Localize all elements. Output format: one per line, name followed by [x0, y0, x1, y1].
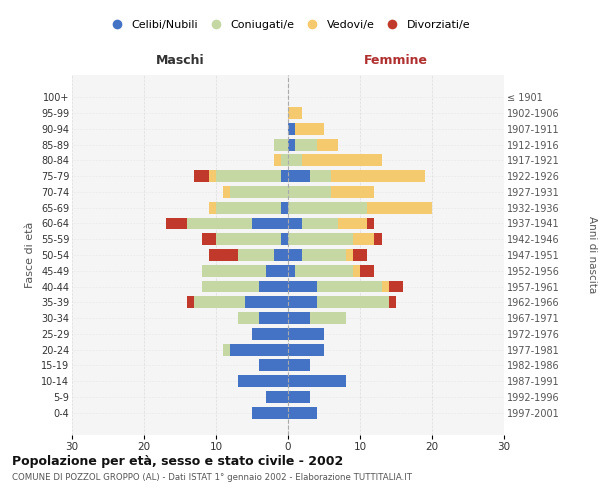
Text: Femmine: Femmine — [364, 54, 428, 68]
Bar — [288, 280, 317, 292]
Bar — [238, 312, 259, 324]
Bar — [288, 202, 367, 213]
Bar — [266, 391, 288, 403]
Bar — [310, 312, 346, 324]
Bar — [288, 360, 310, 372]
Bar — [288, 186, 331, 198]
Bar — [295, 265, 353, 276]
Bar — [274, 249, 288, 261]
Bar — [202, 234, 216, 245]
Bar — [288, 138, 295, 150]
Bar — [288, 265, 295, 276]
Bar — [346, 249, 353, 261]
Bar — [281, 202, 288, 213]
Bar — [288, 344, 324, 355]
Bar — [288, 376, 346, 387]
Bar — [288, 154, 302, 166]
Bar — [281, 154, 288, 166]
Bar — [209, 249, 238, 261]
Bar — [331, 170, 425, 182]
Bar — [374, 234, 382, 245]
Bar — [259, 280, 288, 292]
Bar — [389, 296, 396, 308]
Bar — [288, 296, 317, 308]
Bar — [238, 249, 274, 261]
Bar — [288, 328, 324, 340]
Bar — [353, 265, 360, 276]
Text: Maschi: Maschi — [155, 54, 205, 68]
Bar — [216, 234, 281, 245]
Bar — [252, 407, 288, 418]
Bar — [302, 249, 346, 261]
Bar — [360, 265, 374, 276]
Bar — [338, 218, 367, 230]
Bar — [288, 218, 302, 230]
Bar — [281, 170, 288, 182]
Bar — [194, 296, 245, 308]
Bar — [302, 154, 382, 166]
Bar — [223, 344, 230, 355]
Bar — [317, 296, 389, 308]
Bar — [281, 234, 288, 245]
Bar — [288, 391, 310, 403]
Bar — [331, 186, 374, 198]
Text: COMUNE DI POZZOL GROPPO (AL) - Dati ISTAT 1° gennaio 2002 - Elaborazione TUTTITA: COMUNE DI POZZOL GROPPO (AL) - Dati ISTA… — [12, 472, 412, 482]
Bar — [295, 123, 324, 134]
Bar — [194, 170, 209, 182]
Bar — [252, 328, 288, 340]
Bar — [310, 170, 331, 182]
Bar — [288, 312, 310, 324]
Bar — [302, 218, 338, 230]
Bar — [317, 138, 338, 150]
Bar — [166, 218, 187, 230]
Bar — [202, 265, 266, 276]
Bar — [252, 218, 288, 230]
Bar — [295, 138, 317, 150]
Bar — [230, 186, 288, 198]
Bar — [288, 123, 295, 134]
Bar — [274, 154, 281, 166]
Bar — [288, 407, 317, 418]
Bar — [216, 202, 281, 213]
Bar — [288, 107, 302, 119]
Bar — [367, 218, 374, 230]
Bar — [353, 249, 367, 261]
Bar — [209, 170, 216, 182]
Bar — [187, 218, 252, 230]
Bar — [367, 202, 432, 213]
Bar — [259, 312, 288, 324]
Bar — [187, 296, 194, 308]
Bar — [288, 170, 310, 182]
Y-axis label: Fasce di età: Fasce di età — [25, 222, 35, 288]
Bar — [317, 280, 382, 292]
Bar — [223, 186, 230, 198]
Legend: Celibi/Nubili, Coniugati/e, Vedovi/e, Divorziati/e: Celibi/Nubili, Coniugati/e, Vedovi/e, Di… — [101, 16, 475, 34]
Text: Anni di nascita: Anni di nascita — [587, 216, 597, 294]
Bar — [266, 265, 288, 276]
Bar — [353, 234, 374, 245]
Text: Popolazione per età, sesso e stato civile - 2002: Popolazione per età, sesso e stato civil… — [12, 455, 343, 468]
Bar — [230, 344, 288, 355]
Bar — [245, 296, 288, 308]
Bar — [389, 280, 403, 292]
Bar — [216, 170, 281, 182]
Bar — [209, 202, 216, 213]
Bar — [382, 280, 389, 292]
Bar — [238, 376, 288, 387]
Bar — [274, 138, 288, 150]
Bar — [202, 280, 259, 292]
Bar — [288, 249, 302, 261]
Bar — [259, 360, 288, 372]
Bar — [288, 234, 353, 245]
